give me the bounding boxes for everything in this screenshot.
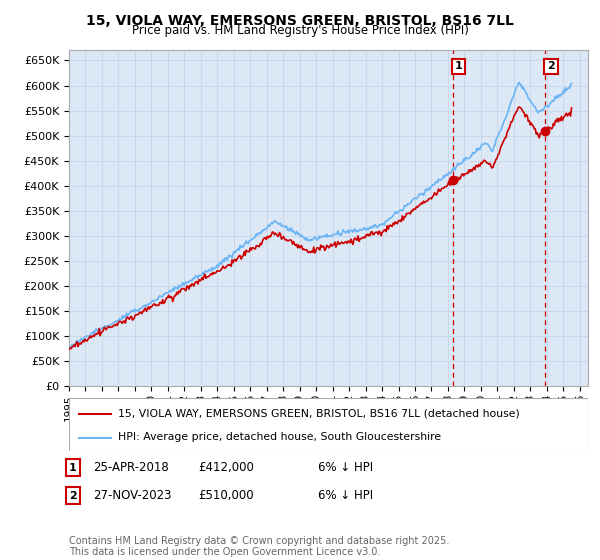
Text: Price paid vs. HM Land Registry's House Price Index (HPI): Price paid vs. HM Land Registry's House … <box>131 24 469 36</box>
Text: Contains HM Land Registry data © Crown copyright and database right 2025.
This d: Contains HM Land Registry data © Crown c… <box>69 535 449 557</box>
Text: 27-NOV-2023: 27-NOV-2023 <box>93 489 172 502</box>
Text: 25-APR-2018: 25-APR-2018 <box>93 461 169 474</box>
Text: £412,000: £412,000 <box>198 461 254 474</box>
Text: 15, VIOLA WAY, EMERSONS GREEN, BRISTOL, BS16 7LL (detached house): 15, VIOLA WAY, EMERSONS GREEN, BRISTOL, … <box>118 409 520 418</box>
Text: HPI: Average price, detached house, South Gloucestershire: HPI: Average price, detached house, Sout… <box>118 432 442 442</box>
Text: 2: 2 <box>69 491 77 501</box>
Text: 6% ↓ HPI: 6% ↓ HPI <box>318 461 373 474</box>
Text: 1: 1 <box>69 463 77 473</box>
Text: 15, VIOLA WAY, EMERSONS GREEN, BRISTOL, BS16 7LL: 15, VIOLA WAY, EMERSONS GREEN, BRISTOL, … <box>86 14 514 28</box>
Text: 1: 1 <box>455 62 463 72</box>
Text: 6% ↓ HPI: 6% ↓ HPI <box>318 489 373 502</box>
Text: 2: 2 <box>547 62 555 72</box>
Text: £510,000: £510,000 <box>198 489 254 502</box>
